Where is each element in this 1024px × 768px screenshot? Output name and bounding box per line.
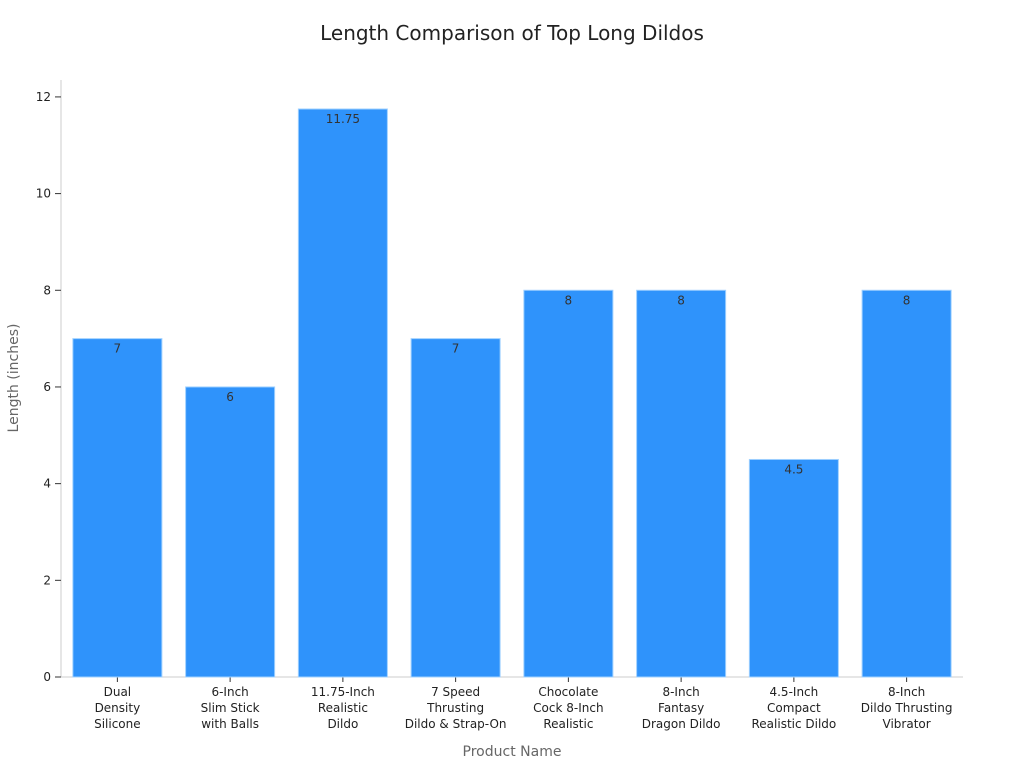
- bar-value-label: 8: [677, 293, 685, 307]
- x-tick-label-line: Dragon Dildo: [642, 717, 721, 731]
- x-tick-label-line: Realistic Dildo: [751, 717, 836, 731]
- x-tick-label-line: 6-Inch: [211, 685, 248, 699]
- x-tick-label: 7 Speed Thrusting Dildo & Strap-On: [405, 685, 507, 731]
- bar: [297, 108, 388, 678]
- bar-value-label: 7: [114, 342, 122, 356]
- x-tick-label-line: Fantasy: [658, 701, 704, 715]
- y-tick-label: 2: [43, 573, 51, 587]
- x-tick-label: Dual Density Silicone: [94, 685, 141, 731]
- x-tick-label: 11.75-Inch Realistic Dildo: [311, 685, 375, 731]
- bar: [523, 289, 614, 678]
- x-tick-label: 4.5-Inch Compact Realistic Dildo: [751, 685, 836, 731]
- y-axis: 0 2 4 6 8 10 12: [36, 80, 62, 684]
- x-tick-label-line: Chocolate: [538, 685, 598, 699]
- bar: [861, 289, 952, 678]
- bar: [748, 458, 839, 678]
- x-tick-label-line: Vibrator: [883, 717, 931, 731]
- x-tick-label-line: Realistic: [318, 701, 368, 715]
- y-tick-label: 0: [43, 670, 51, 684]
- x-tick-label-line: Thrusting: [426, 701, 484, 715]
- bar-value-label: 8: [565, 293, 573, 307]
- x-tick-label-line: 7 Speed: [431, 685, 480, 699]
- bar-value-label: 6: [226, 390, 234, 404]
- x-tick-label-line: Silicone: [94, 717, 141, 731]
- x-tick-label-line: Cock 8-Inch: [533, 701, 603, 715]
- x-tick-label-line: 8-Inch: [662, 685, 699, 699]
- x-tick-label-line: 4.5-Inch: [769, 685, 818, 699]
- y-tick-label: 6: [43, 380, 51, 394]
- x-tick-label-line: Dual: [104, 685, 132, 699]
- bar: [636, 289, 727, 678]
- x-axis: Dual Density Silicone 6-Inch Slim Stick with …: [61, 676, 963, 731]
- x-tick-label-line: Dildo & Strap-On: [405, 717, 507, 731]
- chart-title: Length Comparison of Top Long Dildos: [320, 21, 704, 45]
- y-tick-label: 4: [43, 477, 51, 491]
- x-tick-label-line: Dildo Thrusting: [861, 701, 953, 715]
- x-tick-label-line: Dildo: [327, 717, 358, 731]
- x-tick-label-line: Density: [95, 701, 141, 715]
- x-tick-label-line: Slim Stick: [201, 701, 260, 715]
- x-tick-label: 8-Inch Fantasy Dragon Dildo: [642, 685, 721, 731]
- x-tick-label-line: Compact: [767, 701, 821, 715]
- bar-value-label: 7: [452, 342, 460, 356]
- x-tick-label-line: 8-Inch: [888, 685, 925, 699]
- y-tick-label: 10: [36, 187, 51, 201]
- bar-value-label: 8: [903, 293, 911, 307]
- bar-value-label: 4.5: [784, 462, 803, 476]
- x-tick-label: Chocolate Cock 8-Inch Realistic: [533, 685, 603, 731]
- x-tick-label-line: 11.75-Inch: [311, 685, 375, 699]
- x-tick-label-line: with Balls: [201, 717, 259, 731]
- bar-value-label: 11.75: [326, 112, 360, 126]
- y-tick-label: 8: [43, 283, 51, 297]
- bar: [410, 338, 501, 678]
- y-tick-label: 12: [36, 90, 51, 104]
- x-tick-label: 8-Inch Dildo Thrusting Vibrator: [861, 685, 953, 731]
- x-axis-label: Product Name: [463, 744, 562, 760]
- bar: [72, 338, 163, 678]
- bars: 7 6 11.75 7 8 8 4.5 8: [72, 108, 952, 678]
- x-tick-label: 6-Inch Slim Stick with Balls: [201, 685, 260, 731]
- bar: [185, 386, 276, 678]
- x-tick-label-line: Realistic: [543, 717, 593, 731]
- y-axis-label: Length (inches): [6, 324, 22, 433]
